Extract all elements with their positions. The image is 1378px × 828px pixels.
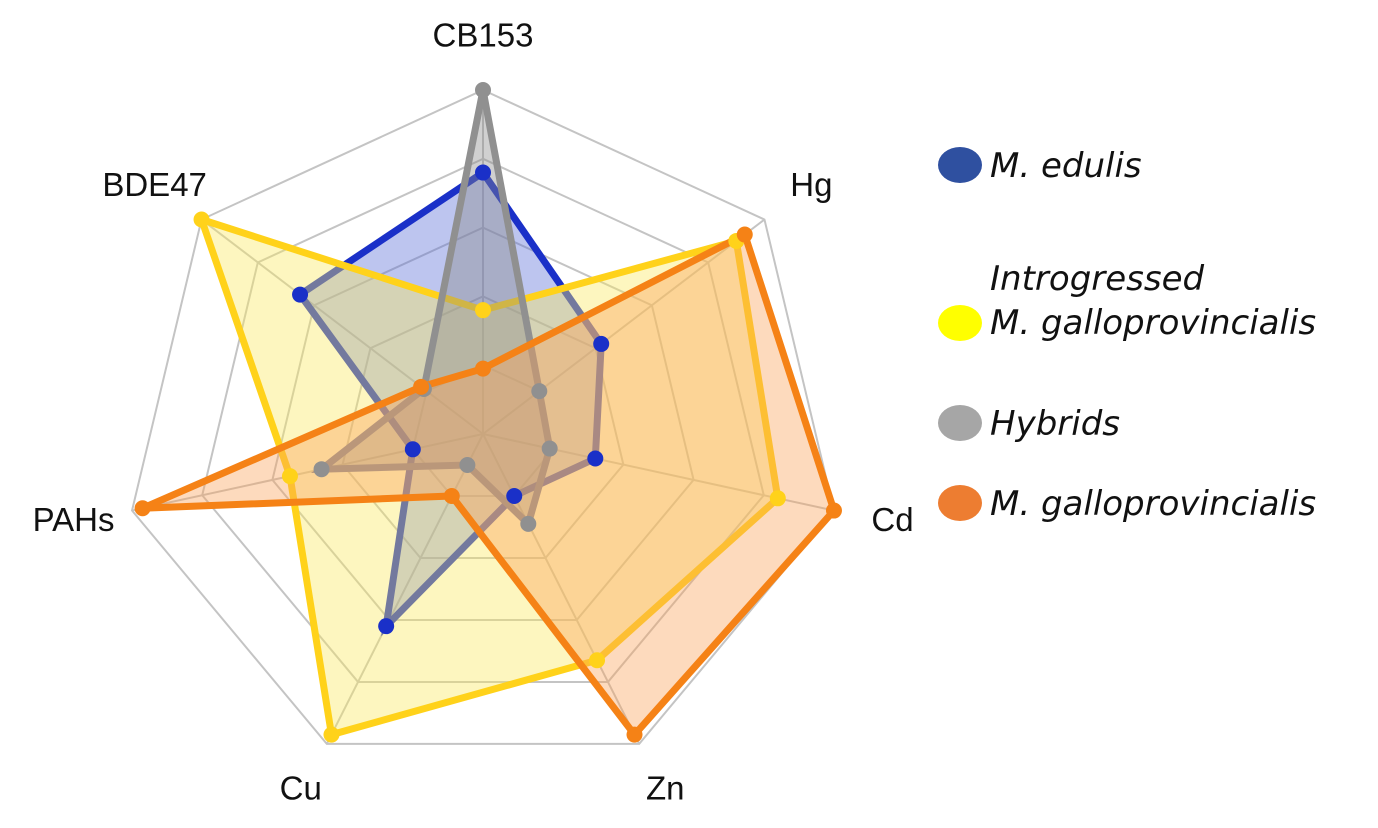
grid-ring xyxy=(130,88,836,745)
legend-swatch xyxy=(938,147,982,183)
legend-label-line: Introgressed xyxy=(990,259,1205,299)
axis-spoke xyxy=(325,433,484,745)
data-point xyxy=(626,726,643,743)
data-point xyxy=(825,502,842,519)
series-area xyxy=(141,229,838,741)
legend-label: M. edulis xyxy=(990,146,1142,186)
data-point xyxy=(323,726,340,743)
legend-label: Hybrids xyxy=(990,404,1120,444)
series-area xyxy=(195,214,782,740)
legend-label: Introgressed M. galloprovincialis xyxy=(990,259,1316,343)
data-point xyxy=(134,500,151,517)
data-point xyxy=(281,468,298,485)
axis-label: Hg xyxy=(790,166,832,203)
data-point xyxy=(378,618,395,635)
axis-spoke xyxy=(200,218,484,435)
axis-spoke xyxy=(131,433,484,512)
data-point xyxy=(459,456,476,473)
series-area xyxy=(295,167,605,637)
axis-label: Zn xyxy=(646,770,685,807)
data-point xyxy=(531,383,548,400)
data-point xyxy=(443,487,460,504)
axis-label: Cd xyxy=(871,501,913,538)
legend-label-line: M. galloprovincialis xyxy=(990,303,1316,343)
grid-ring xyxy=(201,157,765,683)
data-point xyxy=(413,378,430,395)
data-point xyxy=(475,302,491,319)
data-point xyxy=(475,360,491,377)
axis-label: CB153 xyxy=(433,17,534,54)
data-point xyxy=(541,440,558,457)
data-point xyxy=(193,211,210,228)
data-point xyxy=(736,226,753,243)
axis-label: BDE47 xyxy=(102,166,207,203)
data-point xyxy=(475,82,491,98)
data-point xyxy=(475,164,491,181)
data-point xyxy=(506,487,523,504)
series-area xyxy=(311,89,554,531)
data-point xyxy=(292,286,309,303)
axis-spoke xyxy=(482,433,641,745)
legend-swatch xyxy=(938,405,982,441)
data-point xyxy=(520,515,537,532)
legend-label: M. galloprovincialis xyxy=(990,484,1316,524)
data-point xyxy=(404,441,421,458)
data-point xyxy=(593,335,610,352)
data-point xyxy=(769,490,786,507)
data-point xyxy=(313,461,330,478)
axis-spoke xyxy=(482,218,766,435)
axis-label: Cu xyxy=(280,770,322,807)
legend-swatch xyxy=(938,485,982,521)
grid-ring xyxy=(271,226,695,621)
data-point xyxy=(589,652,606,669)
axis-label: PAHs xyxy=(33,501,115,538)
data-point xyxy=(587,450,604,467)
legend-swatch xyxy=(938,305,982,341)
